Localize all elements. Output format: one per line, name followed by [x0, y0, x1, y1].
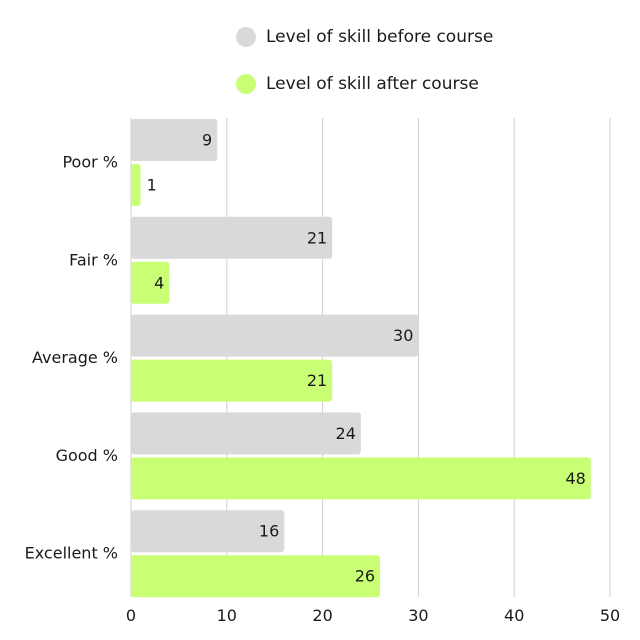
category-label: Good %	[56, 446, 118, 465]
bar-after	[131, 261, 170, 304]
legend-swatch-before	[236, 27, 256, 47]
bar-before	[131, 412, 361, 455]
data-label: 26	[355, 567, 375, 586]
category-label: Excellent %	[25, 544, 118, 563]
x-tick-label: 40	[504, 606, 524, 625]
data-label: 21	[307, 228, 327, 247]
bar-before	[131, 314, 419, 357]
legend-label-after: Level of skill after course	[266, 74, 479, 94]
x-tick-label: 10	[217, 606, 237, 625]
data-label: 4	[154, 273, 164, 292]
x-tick-label: 50	[600, 606, 620, 625]
x-tick-label: 30	[408, 606, 428, 625]
category-label: Average %	[32, 348, 118, 367]
bar-after	[131, 457, 591, 500]
bar-before	[131, 510, 285, 553]
bar-before	[131, 216, 333, 259]
data-label: 1	[147, 176, 157, 195]
legend-item-after: Level of skill after course	[236, 74, 479, 94]
legend-swatch-after	[236, 74, 256, 94]
data-label: 21	[307, 371, 327, 390]
data-label: 16	[259, 522, 279, 541]
legend-item-before: Level of skill before course	[236, 27, 493, 47]
data-label: 24	[336, 424, 356, 443]
bar-before	[131, 119, 218, 161]
bar-after	[131, 164, 141, 206]
x-tick-label: 20	[312, 606, 332, 625]
category-label: Poor %	[62, 153, 118, 172]
bar-after	[131, 555, 381, 598]
data-label: 48	[565, 469, 585, 488]
bar-after	[131, 359, 333, 402]
data-label: 30	[393, 326, 413, 345]
data-label: 9	[202, 131, 212, 150]
category-label: Fair %	[69, 250, 118, 269]
legend-label-before: Level of skill before course	[266, 27, 494, 47]
x-tick-label: 0	[126, 606, 136, 625]
